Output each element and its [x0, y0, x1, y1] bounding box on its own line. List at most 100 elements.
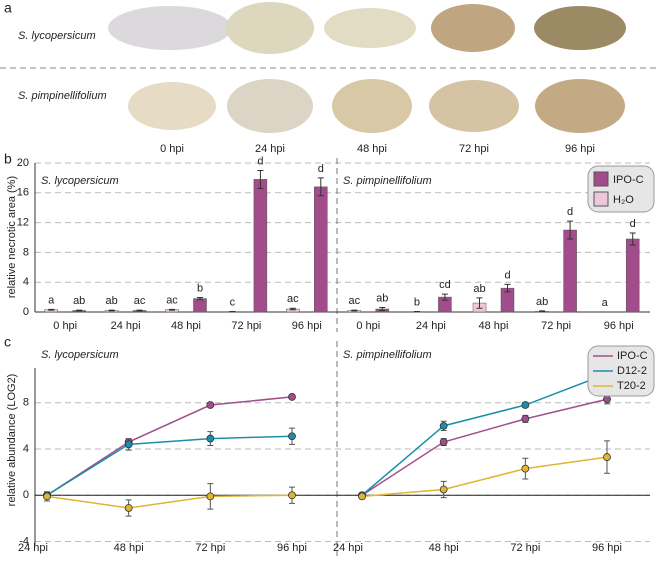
leaf	[108, 6, 232, 50]
error-bar	[169, 309, 175, 310]
x-tick-label: 96 hpi	[277, 542, 307, 554]
error-bar	[351, 310, 357, 311]
legend-swatch	[594, 172, 608, 186]
y-tick-label: 4	[23, 443, 29, 455]
point	[207, 435, 214, 442]
time-label: 24 hpi	[255, 143, 285, 155]
x-tick-label: 0 hpi	[356, 320, 380, 332]
bar	[314, 187, 327, 312]
bar	[564, 230, 577, 312]
line	[47, 495, 292, 508]
leaf	[534, 6, 626, 50]
legend-label: D12-2	[617, 365, 647, 377]
y-tick-label: 12	[17, 217, 29, 229]
x-tick-label: 24 hpi	[18, 542, 48, 554]
panel-label: a	[4, 0, 12, 16]
bar	[626, 239, 639, 312]
point	[522, 402, 529, 409]
x-tick-label: 96 hpi	[292, 320, 322, 332]
y-axis-title: relative abundance (LOG2)	[6, 374, 18, 507]
line	[47, 436, 292, 495]
x-tick-label: 72 hpi	[195, 542, 225, 554]
point	[522, 415, 529, 422]
significance-letter: ac	[287, 293, 299, 305]
error-bar	[109, 310, 115, 311]
significance-letter: cd	[439, 279, 451, 291]
point	[359, 493, 366, 500]
time-label: 96 hpi	[565, 143, 595, 155]
y-tick-label: 8	[23, 246, 29, 258]
significance-letter: ac	[134, 295, 146, 307]
point	[207, 402, 214, 409]
bar	[194, 299, 207, 312]
legend-label: IPO-C	[613, 174, 644, 186]
leaf	[324, 8, 416, 48]
line	[362, 399, 607, 495]
point	[289, 492, 296, 499]
panel-title: S. pimpinellifolium	[343, 175, 432, 187]
y-tick-label: 0	[23, 489, 29, 501]
panel-title: S. pimpinellifolium	[343, 349, 432, 361]
point	[207, 493, 214, 500]
significance-letter: d	[257, 155, 263, 167]
error-bar	[539, 311, 545, 312]
significance-letter: ab	[536, 296, 548, 308]
y-tick-label: 8	[23, 397, 29, 409]
panel-label: b	[4, 151, 12, 167]
x-tick-label: 24 hpi	[111, 320, 141, 332]
bar	[254, 179, 267, 312]
significance-letter: ab	[376, 292, 388, 304]
y-tick-label: 4	[23, 276, 29, 288]
significance-letter: b	[414, 296, 420, 308]
point	[289, 393, 296, 400]
y-tick-label: 20	[17, 157, 29, 169]
significance-letter: a	[602, 297, 609, 309]
x-tick-label: 48 hpi	[479, 320, 509, 332]
x-tick-label: 24 hpi	[416, 320, 446, 332]
line	[362, 374, 607, 495]
point	[604, 396, 611, 403]
x-tick-label: 48 hpi	[429, 542, 459, 554]
x-tick-label: 96 hpi	[604, 320, 634, 332]
point	[604, 454, 611, 461]
significance-letter: ab	[473, 283, 485, 295]
line	[47, 397, 292, 495]
panel-title: S. lycopersicum	[41, 175, 119, 187]
point	[125, 504, 132, 511]
significance-letter: b	[197, 282, 203, 294]
y-tick-label: 16	[17, 187, 29, 199]
leaf	[332, 79, 412, 133]
panel-label: c	[4, 334, 11, 350]
significance-letter: a	[48, 294, 55, 306]
time-label: 72 hpi	[459, 143, 489, 155]
significance-letter: d	[567, 206, 573, 218]
x-tick-label: 48 hpi	[171, 320, 201, 332]
legend-label: IPO-C	[617, 350, 648, 362]
significance-letter: ac	[166, 294, 178, 306]
significance-letter: ac	[348, 295, 360, 307]
error-bar	[137, 310, 143, 311]
point	[440, 422, 447, 429]
significance-letter: ab	[105, 295, 117, 307]
significance-letter: d	[630, 218, 636, 230]
x-tick-label: 24 hpi	[333, 542, 363, 554]
point	[125, 441, 132, 448]
error-bar	[48, 309, 54, 310]
line	[362, 457, 607, 496]
point	[522, 465, 529, 472]
row-label: S. pimpinellifolium	[18, 90, 107, 102]
leaf	[227, 79, 313, 133]
panel-title: S. lycopersicum	[41, 349, 119, 361]
legend-label: T20-2	[617, 380, 646, 392]
significance-letter: d	[318, 163, 324, 175]
y-tick-label: 0	[23, 306, 29, 318]
x-tick-label: 48 hpi	[114, 542, 144, 554]
time-label: 48 hpi	[357, 143, 387, 155]
point	[440, 439, 447, 446]
leaf	[226, 2, 314, 54]
leaf	[429, 80, 519, 132]
point	[440, 486, 447, 493]
x-tick-label: 96 hpi	[592, 542, 622, 554]
x-tick-label: 72 hpi	[510, 542, 540, 554]
